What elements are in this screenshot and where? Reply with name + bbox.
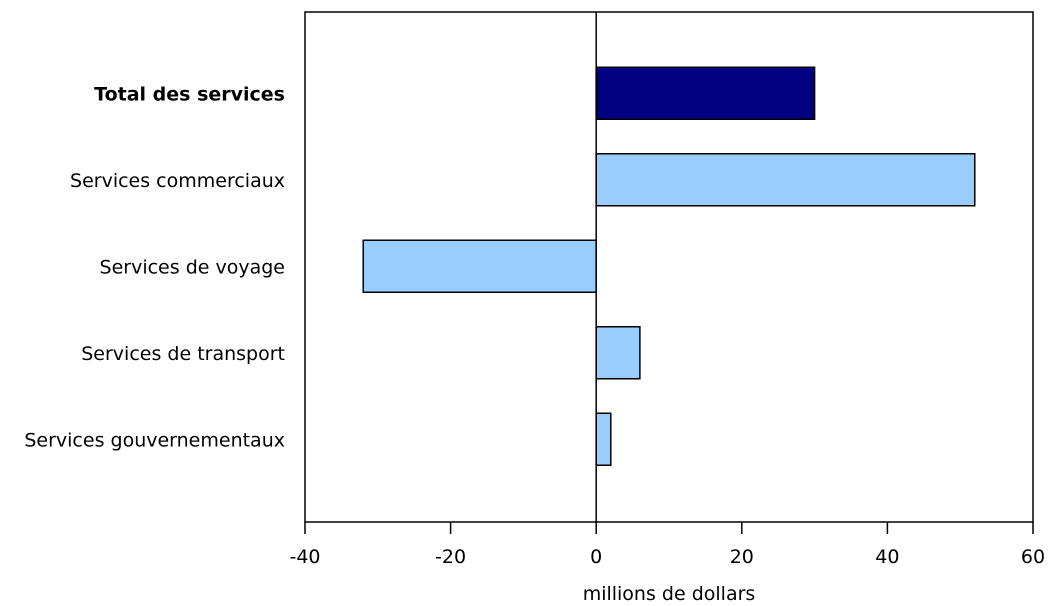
bar-services-gouvernementaux (595, 412, 612, 466)
plot-frame (304, 11, 1034, 523)
bar-services-de-transport (595, 326, 641, 380)
x-tick-label: 40 (875, 546, 899, 568)
bars-group (362, 66, 976, 466)
x-axis-title: millions de dollars (583, 583, 756, 605)
x-tick-label: -40 (289, 546, 320, 568)
category-labels: Total des services Services commerciaux Se… (24, 83, 285, 451)
bar-total-des-services (595, 66, 816, 120)
category-label-services-commerciaux: Services commerciaux (70, 170, 285, 192)
x-tick-label: 60 (1021, 546, 1045, 568)
category-label-services-de-voyage: Services de voyage (100, 256, 285, 278)
x-tick-label: -20 (435, 546, 466, 568)
bar-services-commerciaux (595, 153, 976, 207)
x-tick-label: 20 (730, 546, 754, 568)
bar-services-de-voyage (362, 239, 597, 293)
x-tick-label: 0 (590, 546, 602, 568)
category-label-services-gouvernementaux: Services gouvernementaux (24, 429, 285, 451)
category-label-services-de-transport: Services de transport (81, 343, 285, 365)
x-axis-ticks: -40 -20 0 20 40 60 (289, 522, 1045, 568)
category-label-total-des-services: Total des services (94, 83, 285, 105)
